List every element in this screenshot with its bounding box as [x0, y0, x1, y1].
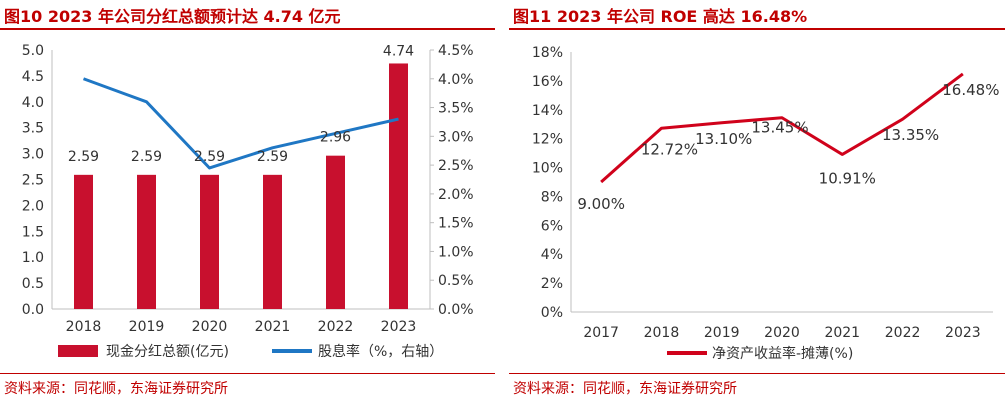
y-tick-label: 1.0 — [22, 250, 44, 266]
bar-data-label: 2.59 — [194, 149, 225, 165]
yield-line — [82, 77, 399, 170]
data-label: 13.45% — [751, 119, 808, 137]
title-divider — [509, 28, 1005, 30]
source-note: 资料来源：同花顺，东海证券研究所 — [4, 381, 228, 397]
title-divider — [0, 28, 495, 30]
y-tick-label: 4.0 — [22, 95, 44, 111]
y2-tick-label: 1.5% — [438, 216, 474, 232]
y-tick-label: 4% — [541, 247, 563, 263]
data-label: 10.91% — [819, 169, 876, 187]
source-divider — [509, 373, 1005, 374]
x-tick-label: 2023 — [381, 319, 417, 335]
y2-tick-label: 2.0% — [438, 187, 474, 203]
legend-swatch-bar — [58, 345, 98, 357]
y-tick-label: 6% — [541, 218, 563, 234]
y-tick-label: 4.5 — [22, 69, 44, 85]
x-tick-label: 2020 — [192, 319, 228, 335]
bar-data-label: 2.59 — [131, 149, 162, 165]
y2-tick-label: 1.0% — [438, 244, 474, 260]
y-tick-label: 2% — [541, 276, 563, 292]
x-tick-label: 2017 — [583, 325, 619, 341]
y-tick-label: 3.5 — [22, 121, 44, 137]
bar — [74, 174, 93, 309]
y2-tick-label: 0.0% — [438, 302, 474, 318]
bar — [389, 63, 408, 309]
x-tick-label: 2020 — [764, 325, 800, 341]
y2-tick-label: 0.5% — [438, 273, 474, 289]
roe-chart: 0% 2% 4% 6% 8% 10% 12% 14% 16% 18% 2017 2018 2019 202… — [532, 45, 1000, 362]
x-tick-label: 2019 — [704, 325, 740, 341]
x-tick-label: 2023 — [945, 325, 981, 341]
roe-chart-panel: 图11 2023 年公司 ROE 高达 16.48% 0% 2% 4% 6% 8% 10%… — [509, 0, 1005, 403]
y-tick-label: 8% — [541, 189, 563, 205]
data-label: 13.35% — [882, 126, 939, 144]
x-tick-label: 2021 — [255, 319, 291, 335]
bar — [200, 174, 219, 309]
x-tick-label: 2019 — [129, 319, 165, 335]
y-tick-label: 10% — [532, 161, 563, 177]
bar-data-label: 4.74 — [383, 43, 414, 59]
legend-label-line: 股息率（%，右轴） — [318, 343, 443, 360]
data-label: 12.72% — [641, 140, 698, 158]
bar-data-label: 2.59 — [257, 149, 288, 165]
data-label: 13.10% — [695, 130, 752, 148]
y2-tick-label: 3.5% — [438, 101, 474, 117]
y2-tick-label: 2.5% — [438, 158, 474, 174]
y-tick-label: 3.0 — [22, 147, 44, 163]
y-tick-label: 12% — [532, 132, 563, 148]
source-note: 资料来源：同花顺，东海证券研究所 — [513, 381, 737, 397]
y-tick-label: 0.5 — [22, 276, 44, 292]
dividend-chart-panel: 图10 2023 年公司分红总额预计达 4.74 亿元 0.0 0.5 1.0 1.5… — [0, 0, 495, 403]
y-tick-label: 16% — [532, 74, 563, 90]
data-label: 16.48% — [942, 81, 999, 99]
x-tick-label: 2022 — [885, 325, 921, 341]
bar — [263, 174, 282, 309]
y2-tick-label: 3.0% — [438, 129, 474, 145]
legend-label-bar: 现金分红总额(亿元) — [106, 344, 229, 360]
x-tick-label: 2022 — [318, 319, 354, 335]
x-tick-label: 2018 — [66, 319, 102, 335]
chart-title: 图10 2023 年公司分红总额预计达 4.74 亿元 — [4, 7, 341, 26]
legend-label: 净资产收益率-摊薄(%) — [712, 345, 853, 362]
bar-data-label: 2.96 — [320, 130, 351, 146]
roe-line — [600, 72, 964, 184]
x-tick-label: 2018 — [644, 325, 680, 341]
y-tick-label: 2.5 — [22, 173, 44, 189]
y-tick-label: 14% — [532, 103, 563, 119]
y-tick-label: 2.0 — [22, 198, 44, 214]
y-tick-label: 1.5 — [22, 224, 44, 240]
y-tick-label: 5.0 — [22, 43, 44, 59]
y2-tick-label: 4.0% — [438, 72, 474, 88]
bar — [137, 174, 156, 309]
y-tick-label: 0% — [541, 305, 563, 321]
data-label: 9.00% — [577, 195, 625, 213]
dividend-chart: 0.0 0.5 1.0 1.5 2.0 2.5 3.0 3.5 4.0 4.5 5.0 0.0% 0.5… — [22, 43, 474, 360]
y-tick-label: 18% — [532, 45, 563, 61]
source-divider — [0, 373, 495, 374]
bar — [326, 155, 345, 309]
y-tick-label: 0.0 — [22, 302, 44, 318]
x-tick-label: 2021 — [824, 325, 860, 341]
chart-title: 图11 2023 年公司 ROE 高达 16.48% — [513, 7, 808, 26]
bar-data-label: 2.59 — [68, 149, 99, 165]
y2-tick-label: 4.5% — [438, 43, 474, 59]
